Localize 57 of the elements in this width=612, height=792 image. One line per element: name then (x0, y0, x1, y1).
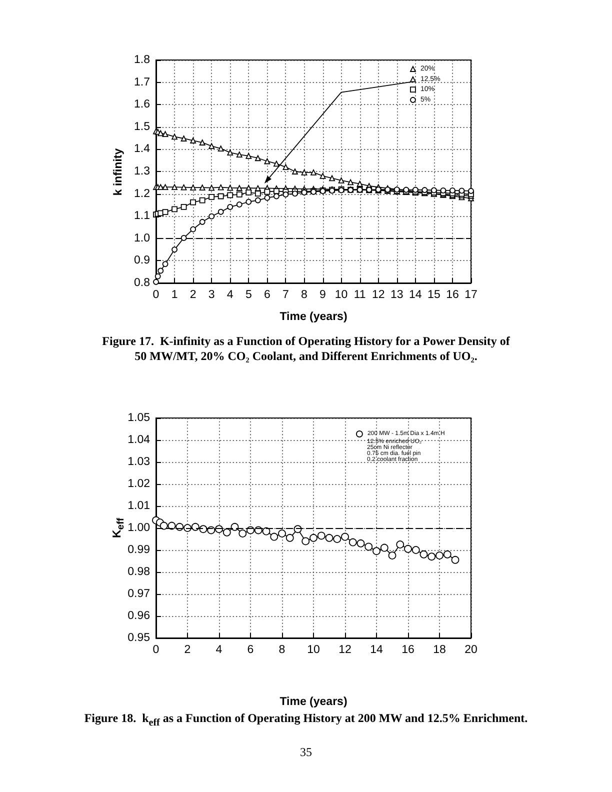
x-tick-label: 6 (247, 644, 254, 656)
y-tick-label: 0.96 (128, 610, 150, 622)
x-tick-label: 13 (390, 289, 404, 301)
x-tick-label: 4 (216, 644, 223, 656)
x-tick-label: 12 (372, 289, 385, 301)
x-tick-label: 4 (226, 289, 234, 301)
x-tick-label: 10 (334, 289, 348, 301)
y-tick-label: 1.03 (128, 456, 150, 468)
y-tick-label: 1.8 (134, 54, 150, 66)
x-tick-label: 12 (338, 644, 352, 656)
x-axis-title: Time (years) (280, 696, 348, 710)
x-tick-label: 2 (184, 644, 191, 656)
y-tick-label: 1.3 (134, 166, 150, 178)
x-tick-label: 8 (278, 644, 286, 656)
y-tick-label: 1.2 (134, 188, 150, 200)
x-tick-label: 14 (409, 289, 422, 301)
text: Figure 17. K-infinity as a Function of Operating History for a Power Density of 50 MW/MT, 20% CO₂ Coolant, and Different Enrichments of UO₂. (101, 334, 511, 364)
y-tick-label: 1.7 (134, 76, 150, 88)
y-tick-label: 0.9 (134, 254, 150, 267)
y-tick-label: 1.01 (128, 500, 150, 512)
x-tick-label: 8 (301, 289, 308, 301)
x-tick-label: 9 (320, 289, 326, 301)
y-tick-label: 1.05 (128, 412, 150, 424)
x-tick-label: 0 (152, 289, 160, 301)
y-axis-title: k infinity (112, 148, 126, 196)
x-tick-label: 0 (152, 644, 160, 656)
x-tick-label: 6 (264, 289, 270, 301)
y-tick-label: 1.0 (134, 232, 150, 244)
y-tick-label: 0.99 (128, 544, 150, 556)
x-tick-label: 14 (370, 644, 384, 656)
x-tick-label: 20 (464, 644, 478, 656)
x-tick-label: 11 (354, 289, 366, 301)
x-tick-label: 17 (464, 289, 478, 301)
y-tick-label: 1.00 (128, 522, 150, 534)
x-tick-label: 7 (282, 289, 289, 301)
y-tick-label: 1.6 (134, 98, 150, 111)
y-tick-label: 0.8 (134, 277, 150, 289)
x-tick-label: 16 (446, 289, 459, 301)
y-tick-label: 1.4 (134, 143, 151, 156)
x-tick-label: 1 (171, 289, 178, 301)
y-tick-label: 0.97 (128, 588, 150, 600)
text: 35 (300, 745, 312, 760)
y-tick-label: 0.98 (128, 566, 150, 578)
y-tick-label: 1.02 (128, 478, 150, 490)
text: Figure 18. k$_{eff}$ as a Function of Operating History at 200 MW and 12.5% Enrichment. (83, 711, 529, 730)
x-axis-title: Time (years) (280, 311, 348, 324)
x-tick-label: 10 (307, 644, 320, 656)
y-tick-label: 1.1 (134, 210, 150, 222)
x-tick-label: 3 (208, 289, 215, 301)
y-tick-label: 1.04 (128, 434, 151, 446)
x-tick-label: 15 (428, 289, 440, 301)
y-tick-label: 1.5 (134, 120, 150, 133)
y-tick-label: 0.95 (128, 632, 150, 644)
x-tick-label: 2 (190, 289, 196, 301)
x-tick-label: 5 (245, 289, 252, 301)
x-tick-label: 18 (433, 644, 446, 656)
x-tick-label: 16 (402, 644, 414, 656)
